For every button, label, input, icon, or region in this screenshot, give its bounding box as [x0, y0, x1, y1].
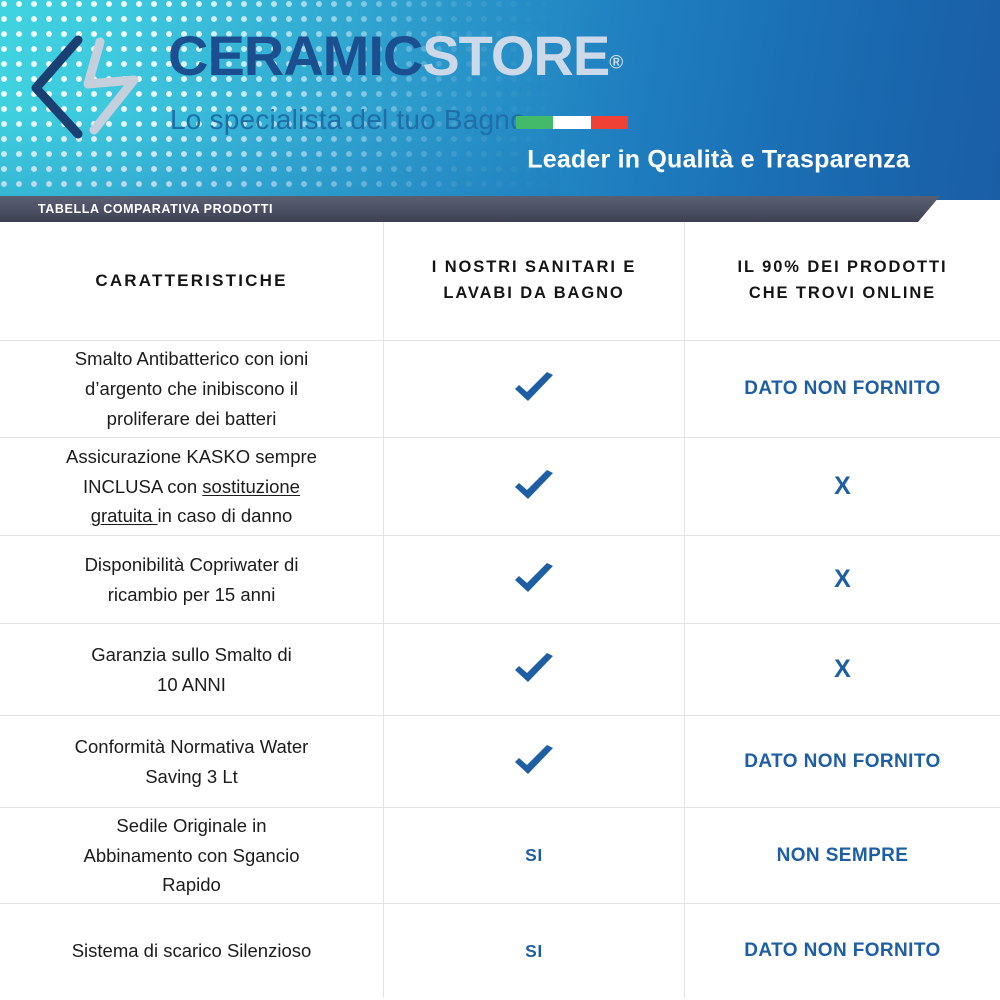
ribbon-label: TABELLA COMPARATIVA PRODOTTI — [38, 202, 274, 216]
row-theirs-value: DATO NON FORNITO — [684, 904, 1000, 998]
flag-stripe-white — [553, 116, 591, 129]
feature-line: Sedile Originale in — [116, 814, 267, 836]
feature-line-with-underline: INCLUSA con sostituzione — [83, 475, 300, 497]
row-theirs-value: X — [684, 438, 1000, 535]
feature-line: Garanzia sullo Smalto di — [91, 643, 292, 665]
brand-word-primary: CERAMIC — [168, 24, 423, 87]
brand-word-secondary: STORE — [422, 24, 610, 87]
registered-trademark-icon: ® — [609, 52, 624, 74]
column-header-prodotti-online: IL 90% DEI PRODOTTI CHE TROVI ONLINE — [684, 222, 1000, 340]
table-row: Sistema di scarico Silenzioso SI DATO NO… — [0, 904, 1000, 998]
table-row: Smalto Antibatterico con ioni d’argento … — [0, 341, 1000, 438]
table-row: Sedile Originale in Abbinamento con Sgan… — [0, 808, 1000, 904]
feature-line: Sistema di scarico Silenzioso — [71, 940, 312, 962]
ribbon-shape — [0, 196, 940, 222]
column-header-caratteristiche: CARATTERISTICHE — [0, 222, 383, 340]
table-row: Assicurazione KASKO sempre INCLUSA con s… — [0, 438, 1000, 536]
feature-line: proliferare dei batteri — [106, 407, 277, 429]
checkmark-icon — [511, 370, 557, 408]
column-header-prodotti-online-line-2: CHE TROVI ONLINE — [748, 284, 937, 302]
row-theirs-value: DATO NON FORNITO — [684, 341, 1000, 437]
feature-line: Smalto Antibatterico con ioni — [74, 348, 309, 370]
row-ours-value — [383, 716, 684, 807]
row-feature-label: Sistema di scarico Silenzioso — [0, 904, 383, 998]
italian-flag-icon — [516, 116, 628, 129]
row-ours-value: SI — [383, 904, 684, 998]
row-feature-label: Smalto Antibatterico con ioni d’argento … — [0, 341, 383, 437]
feature-line: d’argento che inibiscono il — [85, 378, 298, 400]
row-feature-label: Assicurazione KASKO sempre INCLUSA con s… — [0, 438, 383, 535]
banner-claim-text: Leader in Qualità e Trasparenza — [527, 145, 910, 174]
column-header-caratteristiche-line-1: CARATTERISTICHE — [95, 270, 288, 290]
feature-line: Disponibilità Copriwater di — [84, 553, 299, 575]
brand-wordmark: CERAMICSTORE® — [168, 28, 623, 84]
row-ours-value — [383, 624, 684, 715]
row-ours-value — [383, 536, 684, 623]
row-ours-value — [383, 438, 684, 535]
checkmark-icon — [511, 651, 557, 689]
column-header-prodotti-online-line-1: IL 90% DEI PRODOTTI — [737, 258, 948, 277]
feature-line: Rapido — [162, 874, 221, 896]
feature-line-with-underline: gratuita in caso di danno — [90, 505, 293, 527]
table-row: Conformità Normativa Water Saving 3 Lt D… — [0, 716, 1000, 808]
feature-line: Abbinamento con Sgancio — [83, 844, 300, 866]
table-row: Garanzia sullo Smalto di 10 ANNI X — [0, 624, 1000, 716]
section-ribbon: TABELLA COMPARATIVA PRODOTTI — [0, 196, 1000, 222]
table-header-row: CARATTERISTICHE I NOSTRI SANITARI E LAVA… — [0, 222, 1000, 341]
column-header-nostri-sanitari-line-1: I NOSTRI SANITARI E — [431, 258, 637, 277]
row-feature-label: Conformità Normativa Water Saving 3 Lt — [0, 716, 383, 807]
row-theirs-value: DATO NON FORNITO — [684, 716, 1000, 807]
column-header-nostri-sanitari-line-2: LAVABI DA BAGNO — [443, 284, 625, 302]
feature-line: Conformità Normativa Water — [74, 735, 309, 757]
row-feature-label: Sedile Originale in Abbinamento con Sgan… — [0, 808, 383, 903]
flag-stripe-green — [516, 116, 554, 129]
table-row: Disponibilità Copriwater di ricambio per… — [0, 536, 1000, 624]
checkmark-icon — [511, 468, 557, 506]
row-feature-label: Disponibilità Copriwater di ricambio per… — [0, 536, 383, 623]
feature-line: 10 ANNI — [157, 673, 226, 695]
brand-tagline: Lo specialista del tuo Bagno — [170, 104, 526, 135]
flag-stripe-red — [590, 116, 628, 129]
checkmark-icon — [511, 743, 557, 781]
comparison-table: CARATTERISTICHE I NOSTRI SANITARI E LAVA… — [0, 222, 1000, 998]
ceramicstore-logo-icon — [18, 22, 178, 152]
row-ours-value — [383, 341, 684, 437]
column-header-nostri-sanitari: I NOSTRI SANITARI E LAVABI DA BAGNO — [383, 222, 684, 340]
feature-line: Saving 3 Lt — [145, 765, 238, 787]
row-feature-label: Garanzia sullo Smalto di 10 ANNI — [0, 624, 383, 715]
row-theirs-value: X — [684, 536, 1000, 623]
feature-line: Assicurazione KASKO sempre — [66, 445, 317, 467]
row-theirs-value: NON SEMPRE — [684, 808, 1000, 903]
feature-line: ricambio per 15 anni — [107, 583, 276, 605]
brand-header-banner: CERAMICSTORE® Lo specialista del tuo Bag… — [0, 0, 1000, 200]
row-theirs-value: X — [684, 624, 1000, 715]
checkmark-icon — [511, 561, 557, 599]
row-ours-value: SI — [383, 808, 684, 903]
